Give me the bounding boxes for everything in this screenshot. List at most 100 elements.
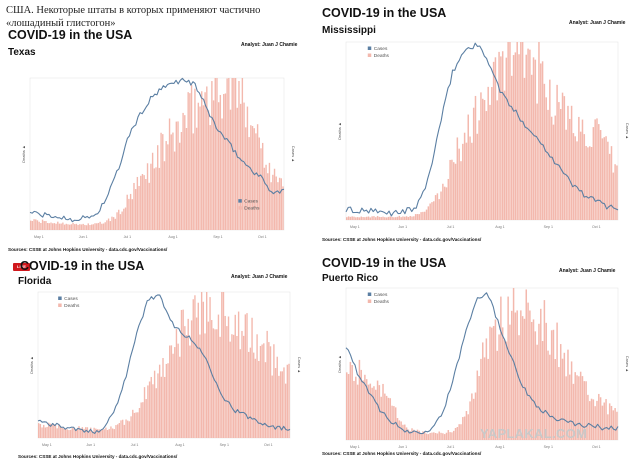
- deaths-bar: [434, 433, 437, 440]
- x-tick-label: Jul 1: [131, 443, 139, 447]
- deaths-bar: [284, 383, 287, 438]
- deaths-bar: [184, 115, 186, 230]
- deaths-bar: [232, 334, 235, 438]
- deaths-bar: [99, 221, 101, 230]
- deaths-bar: [148, 182, 150, 230]
- deaths-bar: [420, 433, 422, 440]
- deaths-bar: [447, 430, 450, 440]
- deaths-bar: [245, 127, 247, 230]
- deaths-bar: [267, 173, 269, 230]
- deaths-bar: [587, 147, 589, 220]
- deaths-bar: [90, 427, 92, 438]
- deaths-bar: [585, 145, 587, 220]
- deaths-bar: [199, 334, 201, 438]
- deaths-bar: [167, 363, 169, 438]
- deaths-bar: [121, 211, 123, 230]
- cases-line: [345, 42, 619, 217]
- deaths-bar: [576, 141, 578, 220]
- deaths-bar: [104, 222, 106, 230]
- deaths-bar: [592, 399, 595, 440]
- deaths-bar: [277, 182, 279, 230]
- deaths-bar: [256, 124, 259, 230]
- deaths-bar: [236, 107, 238, 230]
- deaths-bar: [172, 353, 174, 438]
- deaths-bar: [578, 116, 580, 220]
- deaths-bar: [358, 217, 361, 220]
- deaths-bar: [87, 223, 89, 230]
- deaths-bar: [61, 427, 63, 438]
- deaths-bar: [598, 393, 600, 440]
- deaths-bar: [75, 223, 78, 230]
- deaths-bar: [244, 314, 247, 438]
- deaths-bar: [182, 112, 184, 230]
- deaths-bar: [592, 127, 595, 220]
- deaths-bar: [72, 222, 74, 230]
- deaths-bar: [541, 341, 544, 440]
- deaths-bar: [398, 215, 401, 220]
- deaths-bar: [465, 411, 468, 440]
- deaths-bar: [258, 137, 260, 230]
- deaths-bar: [616, 411, 618, 440]
- deaths-bar: [429, 203, 431, 220]
- deaths-bar: [356, 217, 359, 220]
- deaths-bar: [503, 90, 506, 220]
- deaths-bar: [394, 217, 397, 220]
- deaths-bar: [471, 393, 473, 440]
- deaths-bar: [146, 163, 149, 230]
- deaths-bar: [422, 211, 424, 220]
- deaths-bar: [440, 432, 442, 440]
- deaths-bar: [51, 424, 53, 438]
- deaths-bar: [434, 195, 437, 220]
- deaths-bar: [199, 106, 201, 230]
- deaths-bar: [355, 217, 357, 220]
- deaths-bar: [583, 381, 586, 440]
- deaths-bar: [360, 369, 362, 440]
- panel-source: Sources: CSSE at Johns Hopkins Universit…: [18, 454, 178, 459]
- deaths-bar: [505, 341, 508, 440]
- deaths-bar: [529, 49, 531, 220]
- deaths-bar: [456, 137, 459, 220]
- deaths-bar: [194, 88, 196, 230]
- deaths-bar: [211, 81, 213, 230]
- deaths-bar: [223, 94, 225, 230]
- deaths-bar: [400, 421, 402, 440]
- deaths-bar: [96, 429, 99, 438]
- deaths-bar: [347, 374, 350, 440]
- deaths-bar: [500, 296, 502, 440]
- deaths-bar: [543, 83, 546, 220]
- panel-analyst: Analyst: Juan J Chamie: [559, 268, 616, 274]
- deaths-bar: [549, 79, 551, 220]
- deaths-bar: [503, 339, 506, 440]
- deaths-bar: [237, 311, 240, 438]
- deaths-bar: [119, 214, 122, 230]
- deaths-bar: [400, 217, 402, 220]
- deaths-bar: [63, 224, 66, 230]
- deaths-bar: [367, 384, 370, 440]
- deaths-bar: [607, 414, 609, 440]
- deaths-bar: [68, 430, 70, 438]
- deaths-bar: [261, 142, 264, 230]
- deaths-bar: [460, 161, 462, 220]
- deaths-bar: [153, 370, 156, 438]
- deaths-bar: [376, 215, 379, 220]
- deaths-bar: [346, 217, 348, 220]
- deaths-bar: [375, 217, 377, 220]
- deaths-bar: [197, 302, 199, 438]
- deaths-bar: [476, 370, 479, 440]
- cases-line: [37, 294, 291, 434]
- deaths-bar: [596, 400, 598, 440]
- deaths-bar: [516, 310, 518, 440]
- deaths-bar: [452, 162, 455, 220]
- deaths-bar: [480, 92, 482, 220]
- deaths-bar: [387, 216, 390, 220]
- deaths-bar: [31, 220, 34, 230]
- deaths-bar: [489, 104, 491, 220]
- deaths-bar: [567, 349, 569, 440]
- deaths-bar: [234, 78, 237, 230]
- deaths-bar: [265, 164, 267, 230]
- deaths-bar: [351, 365, 353, 440]
- deaths-bar: [52, 223, 54, 230]
- deaths-bar: [100, 429, 102, 438]
- deaths-bar: [45, 221, 47, 230]
- deaths-bar: [221, 118, 223, 230]
